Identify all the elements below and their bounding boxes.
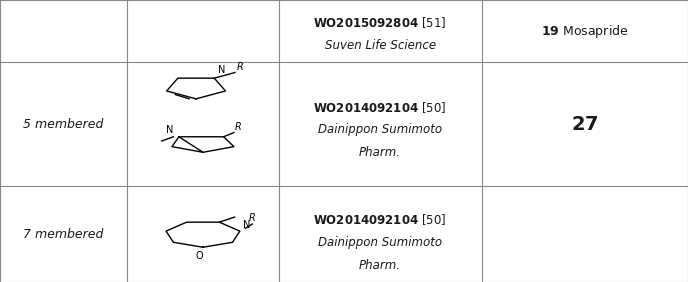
Text: $\mathbf{WO2014092104}$ [50]: $\mathbf{WO2014092104}$ [50]: [314, 213, 447, 227]
Text: $\mathbf{WO2014092104}$ [50]: $\mathbf{WO2014092104}$ [50]: [314, 100, 447, 114]
Text: $\mathbf{19}$ Mosapride: $\mathbf{19}$ Mosapride: [541, 23, 629, 39]
Text: O: O: [195, 251, 204, 261]
Text: R: R: [249, 213, 256, 223]
Text: Dainippon Sumimoto: Dainippon Sumimoto: [318, 236, 442, 249]
Text: N: N: [217, 65, 225, 75]
Text: 7 membered: 7 membered: [23, 228, 104, 241]
Text: Pharm.: Pharm.: [359, 146, 401, 159]
Text: N: N: [244, 220, 250, 230]
Text: N: N: [166, 125, 173, 135]
Text: Dainippon Sumimoto: Dainippon Sumimoto: [318, 123, 442, 136]
Text: $\mathbf{WO2015092804}$ [51]: $\mathbf{WO2015092804}$ [51]: [314, 15, 447, 30]
Text: 5 membered: 5 membered: [23, 118, 104, 131]
Text: $\mathbf{27}$: $\mathbf{27}$: [571, 114, 599, 134]
Text: Suven Life Science: Suven Life Science: [325, 39, 436, 52]
Text: Pharm.: Pharm.: [359, 259, 401, 272]
Text: R: R: [235, 122, 241, 132]
Text: R: R: [236, 62, 243, 72]
